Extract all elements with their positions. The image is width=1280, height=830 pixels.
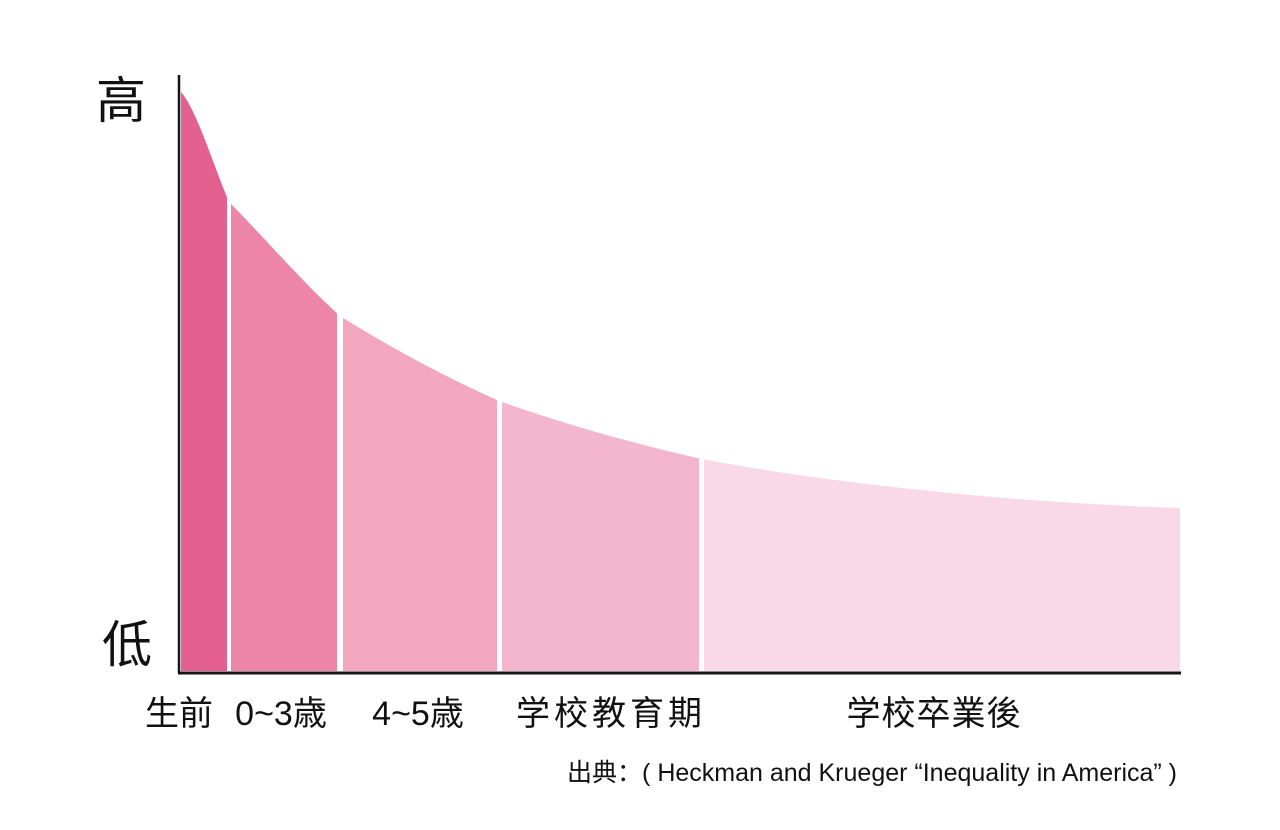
area-segment-0: [181, 92, 227, 671]
source-citation: 出典：( Heckman and Krueger “Inequality in …: [567, 759, 1177, 787]
area-segment-4: [704, 459, 1180, 671]
x-label-school-period: 学校教育期: [516, 695, 706, 733]
area-segment-3: [502, 402, 699, 671]
x-label-prenatal: 生前: [145, 695, 213, 733]
y-axis-low-label: 低: [102, 617, 152, 673]
area-segment-1: [231, 204, 337, 671]
x-label-age-4-5: 4~5歳: [372, 695, 464, 733]
x-label-post-graduation: 学校卒業後: [846, 695, 1022, 733]
x-label-age-0-3: 0~3歳: [235, 695, 327, 733]
area-segment-2: [343, 317, 497, 671]
y-axis-high-label: 高: [96, 73, 146, 129]
